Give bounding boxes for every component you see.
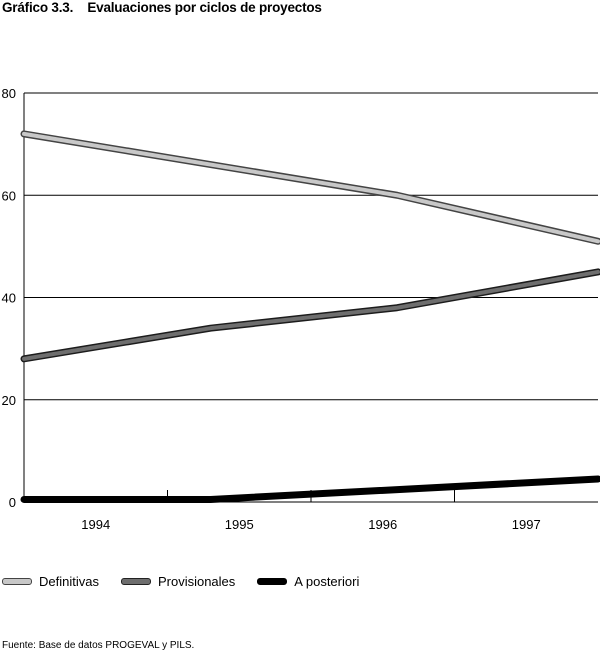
legend-label-definitivas: Definitivas: [39, 573, 99, 589]
chart-title: Gráfico 3.3. Evaluaciones por ciclos de …: [2, 0, 322, 15]
y-tick-label-20: 20: [2, 393, 16, 408]
source-footnote: Fuente: Base de datos PROGEVAL y PILS.: [2, 640, 195, 651]
legend-item-a-posteriori: A posteriori: [257, 574, 359, 589]
y-tick-label-0: 0: [9, 495, 16, 510]
y-tick-label-60: 60: [2, 188, 16, 203]
x-tick-label-1994: 1994: [81, 517, 110, 532]
x-tick-labels: 1994 1995 1996 1997: [81, 517, 540, 532]
legend-label-provisionales: Provisionales: [157, 573, 236, 589]
x-tick-label-1995: 1995: [225, 517, 254, 532]
legend-swatch-a-posteriori: [257, 577, 288, 585]
legend: Definitivas Provisionales A posteriori: [0, 572, 381, 590]
series-lines: [20, 130, 600, 503]
y-tick-labels: 0 20 40 60 80: [2, 86, 16, 510]
y-tick-label-80: 80: [2, 86, 16, 101]
x-tick-label-1997: 1997: [512, 517, 541, 532]
legend-swatch-provisionales: [120, 577, 151, 585]
y-tick-label-40: 40: [2, 291, 16, 306]
legend-item-provisionales: Provisionales: [120, 573, 236, 589]
gridlines: [23, 92, 598, 503]
series-line-provisionales: [22, 269, 600, 361]
legend-item-definitivas: Definitivas: [2, 574, 99, 589]
series-line-definitivas: [22, 131, 600, 244]
series-definitivas: [20, 130, 600, 245]
legend-label-a-posteriori: A posteriori: [294, 573, 360, 589]
legend-swatch-definitivas: [2, 577, 32, 585]
series-a-posteriori: [20, 475, 600, 503]
x-tick-label-1996: 1996: [368, 517, 397, 532]
line-chart: 0 20 40 60 80 1994 1995 1996 1997: [2, 86, 600, 532]
series-line-a-posteriori: [22, 476, 600, 502]
series-provisionales: [20, 268, 600, 363]
